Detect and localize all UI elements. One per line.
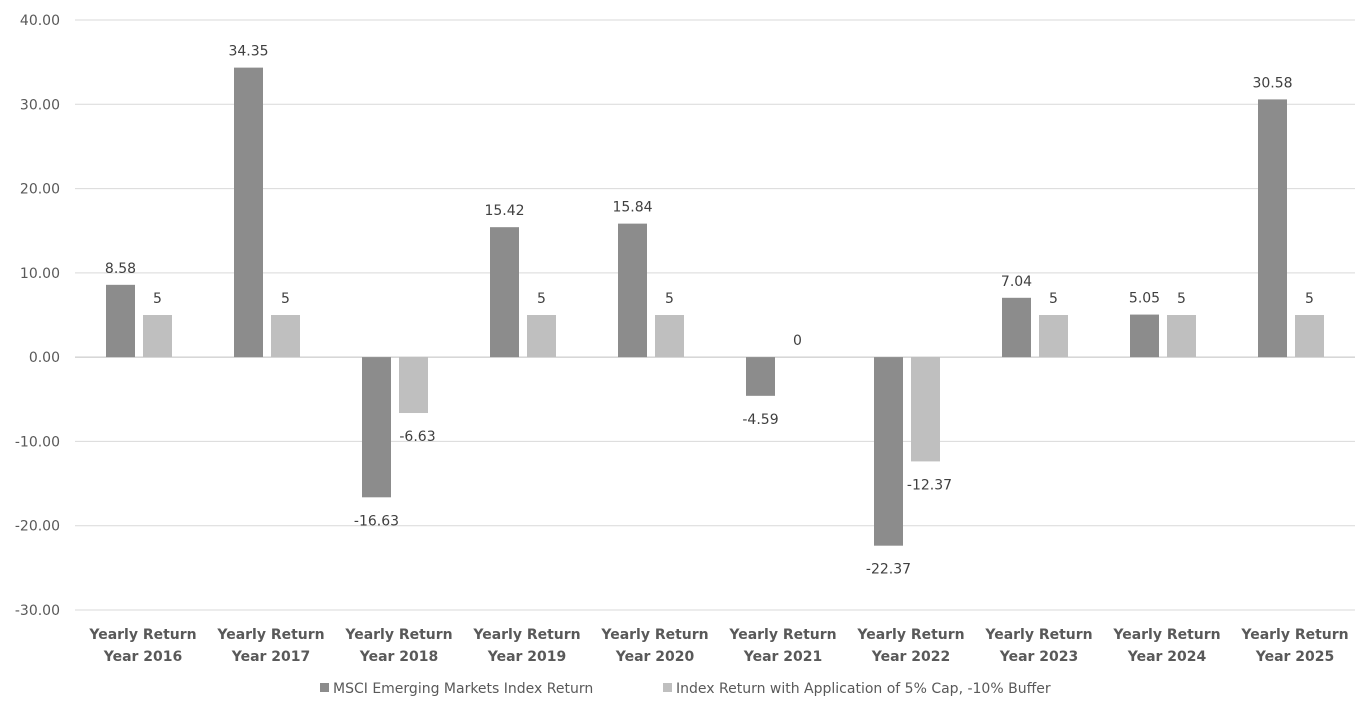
x-category-label: Yearly Return [856,627,964,643]
x-category-label: Year 2017 [231,649,311,665]
data-label: 5 [1049,291,1058,307]
x-category-label: Year 2021 [743,649,823,665]
y-tick-label: 0.00 [29,350,60,366]
data-label: 7.04 [1001,274,1032,290]
x-category-label: Yearly Return [600,627,708,643]
y-tick-label: 10.00 [20,266,60,282]
data-label: 5 [1177,291,1186,307]
bar-series-2 [143,315,172,358]
data-label: -22.37 [866,562,911,578]
x-category-label: Yearly Return [216,627,324,643]
data-label: 30.58 [1252,75,1292,91]
x-category-label: Yearly Return [472,627,580,643]
bar-series-2 [1039,315,1068,358]
bar-series-1 [1130,314,1159,358]
bar-series-1 [618,223,647,358]
bar-series-1 [234,67,263,358]
data-label: 8.58 [105,261,136,277]
x-category-label: Year 2018 [359,649,439,665]
data-label: -16.63 [354,513,399,529]
data-label: 5 [1305,291,1314,307]
bar-series-2 [911,357,940,462]
bar-series-2 [1295,315,1324,358]
data-label: 5 [281,291,290,307]
data-label: 0 [793,333,802,349]
x-category-label: Year 2023 [999,649,1079,665]
data-label: 5 [665,291,674,307]
legend-entry: Index Return with Application of 5% Cap,… [676,681,1051,697]
data-label: 15.42 [484,203,524,219]
y-tick-label: -10.00 [15,434,60,450]
y-tick-label: 30.00 [20,97,60,113]
gridlines [75,19,1355,611]
y-tick-label: -30.00 [15,603,60,619]
y-tick-label: 20.00 [20,182,60,198]
x-category-label: Yearly Return [984,627,1092,643]
bar-series-1 [106,284,135,358]
legend-swatch [663,683,672,692]
x-category-label: Yearly Return [1112,627,1220,643]
data-label: 5.05 [1129,291,1160,307]
bar-series-1 [1258,99,1287,358]
x-category-label: Year 2025 [1255,649,1335,665]
y-tick-label: 40.00 [20,13,60,29]
y-axis-tick-labels: -30.00 -20.00 -10.00 0.00 10.00 20.00 30.00 40.… [15,13,60,619]
x-category-label: Yearly Return [1240,627,1348,643]
x-category-label: Year 2016 [103,649,183,665]
data-label: 34.35 [228,44,268,60]
data-label: -12.37 [907,477,952,493]
data-label: -6.63 [399,429,435,445]
legend: MSCI Emerging Markets Index Return Index … [320,681,1051,697]
data-label: 5 [537,291,546,307]
x-category-label: Yearly Return [344,627,452,643]
bar-series-2 [527,315,556,358]
bar-series-1 [874,357,903,546]
bar-series-1 [746,357,775,396]
y-tick-label: -20.00 [15,519,60,535]
legend-swatch [320,683,329,692]
data-label: 5 [153,291,162,307]
bar-series-2 [1167,315,1196,358]
data-label: 15.84 [612,200,652,216]
x-category-label: Year 2022 [871,649,951,665]
data-labels: 8.58 34.35 -16.63 15.42 15.84 -4.59 -22.37 7.04… [105,44,1314,578]
data-label: -4.59 [742,412,778,428]
x-category-label: Year 2020 [615,649,695,665]
legend-entry: MSCI Emerging Markets Index Return [333,681,593,697]
bars [106,67,1324,546]
bar-series-2 [655,315,684,358]
bar-series-2 [271,315,300,358]
x-category-label: Year 2019 [487,649,567,665]
x-category-label: Yearly Return [728,627,836,643]
x-axis-category-labels: Yearly Return Year 2016 Yearly Return Year … [88,627,1348,665]
bar-series-1 [1002,297,1031,358]
bar-series-2 [399,357,428,414]
bar-series-1 [490,227,519,358]
x-category-label: Yearly Return [88,627,196,643]
bar-series-1 [362,357,391,498]
x-category-label: Year 2024 [1127,649,1207,665]
